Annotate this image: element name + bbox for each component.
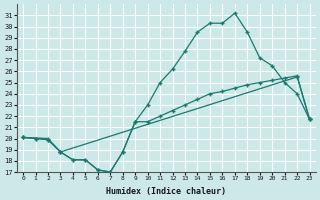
X-axis label: Humidex (Indice chaleur): Humidex (Indice chaleur) [106,187,226,196]
